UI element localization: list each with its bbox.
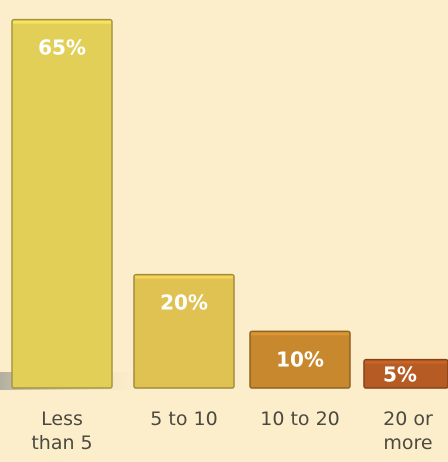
value-label-2: 10% xyxy=(276,347,324,371)
bar-highlight-2 xyxy=(251,332,349,336)
category-label-line: 20 or xyxy=(383,408,433,430)
bar-1 xyxy=(133,273,235,389)
bar-3 xyxy=(363,358,448,389)
category-label-1: 5 to 10 xyxy=(150,408,217,430)
category-label-0: Less than 5 xyxy=(31,408,92,454)
category-label-line: 5 to 10 xyxy=(150,408,217,430)
category-label-3: 20 or more xyxy=(383,408,433,454)
value-label-3: 5% xyxy=(383,363,417,387)
value-label-1: 20% xyxy=(160,291,208,315)
bar-highlight-3 xyxy=(365,360,447,364)
bar-highlight-1 xyxy=(135,275,233,279)
category-label-line: than 5 xyxy=(31,432,92,454)
bar-2 xyxy=(249,330,351,389)
value-label-0: 65% xyxy=(38,36,86,60)
bar-highlight-0 xyxy=(13,20,111,24)
bar-0 xyxy=(11,18,113,389)
category-label-line: Less xyxy=(41,408,83,430)
category-label-line: 10 to 20 xyxy=(260,408,340,430)
category-label-line: more xyxy=(383,432,432,454)
category-label-2: 10 to 20 xyxy=(260,408,340,430)
